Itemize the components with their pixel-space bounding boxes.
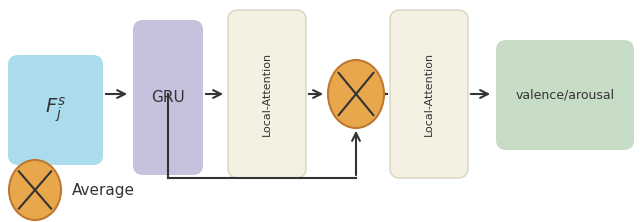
Text: Local-Attention: Local-Attention	[262, 52, 272, 136]
Ellipse shape	[9, 160, 61, 220]
Text: Average: Average	[72, 182, 135, 198]
Text: $F_j^s$: $F_j^s$	[45, 96, 66, 124]
Text: Local-Attention: Local-Attention	[424, 52, 434, 136]
Text: valence/arousal: valence/arousal	[515, 89, 614, 101]
FancyBboxPatch shape	[390, 10, 468, 178]
FancyBboxPatch shape	[228, 10, 306, 178]
FancyBboxPatch shape	[8, 55, 103, 165]
Ellipse shape	[328, 60, 384, 128]
FancyBboxPatch shape	[496, 40, 634, 150]
FancyBboxPatch shape	[133, 20, 203, 175]
Text: GRU: GRU	[151, 90, 185, 105]
